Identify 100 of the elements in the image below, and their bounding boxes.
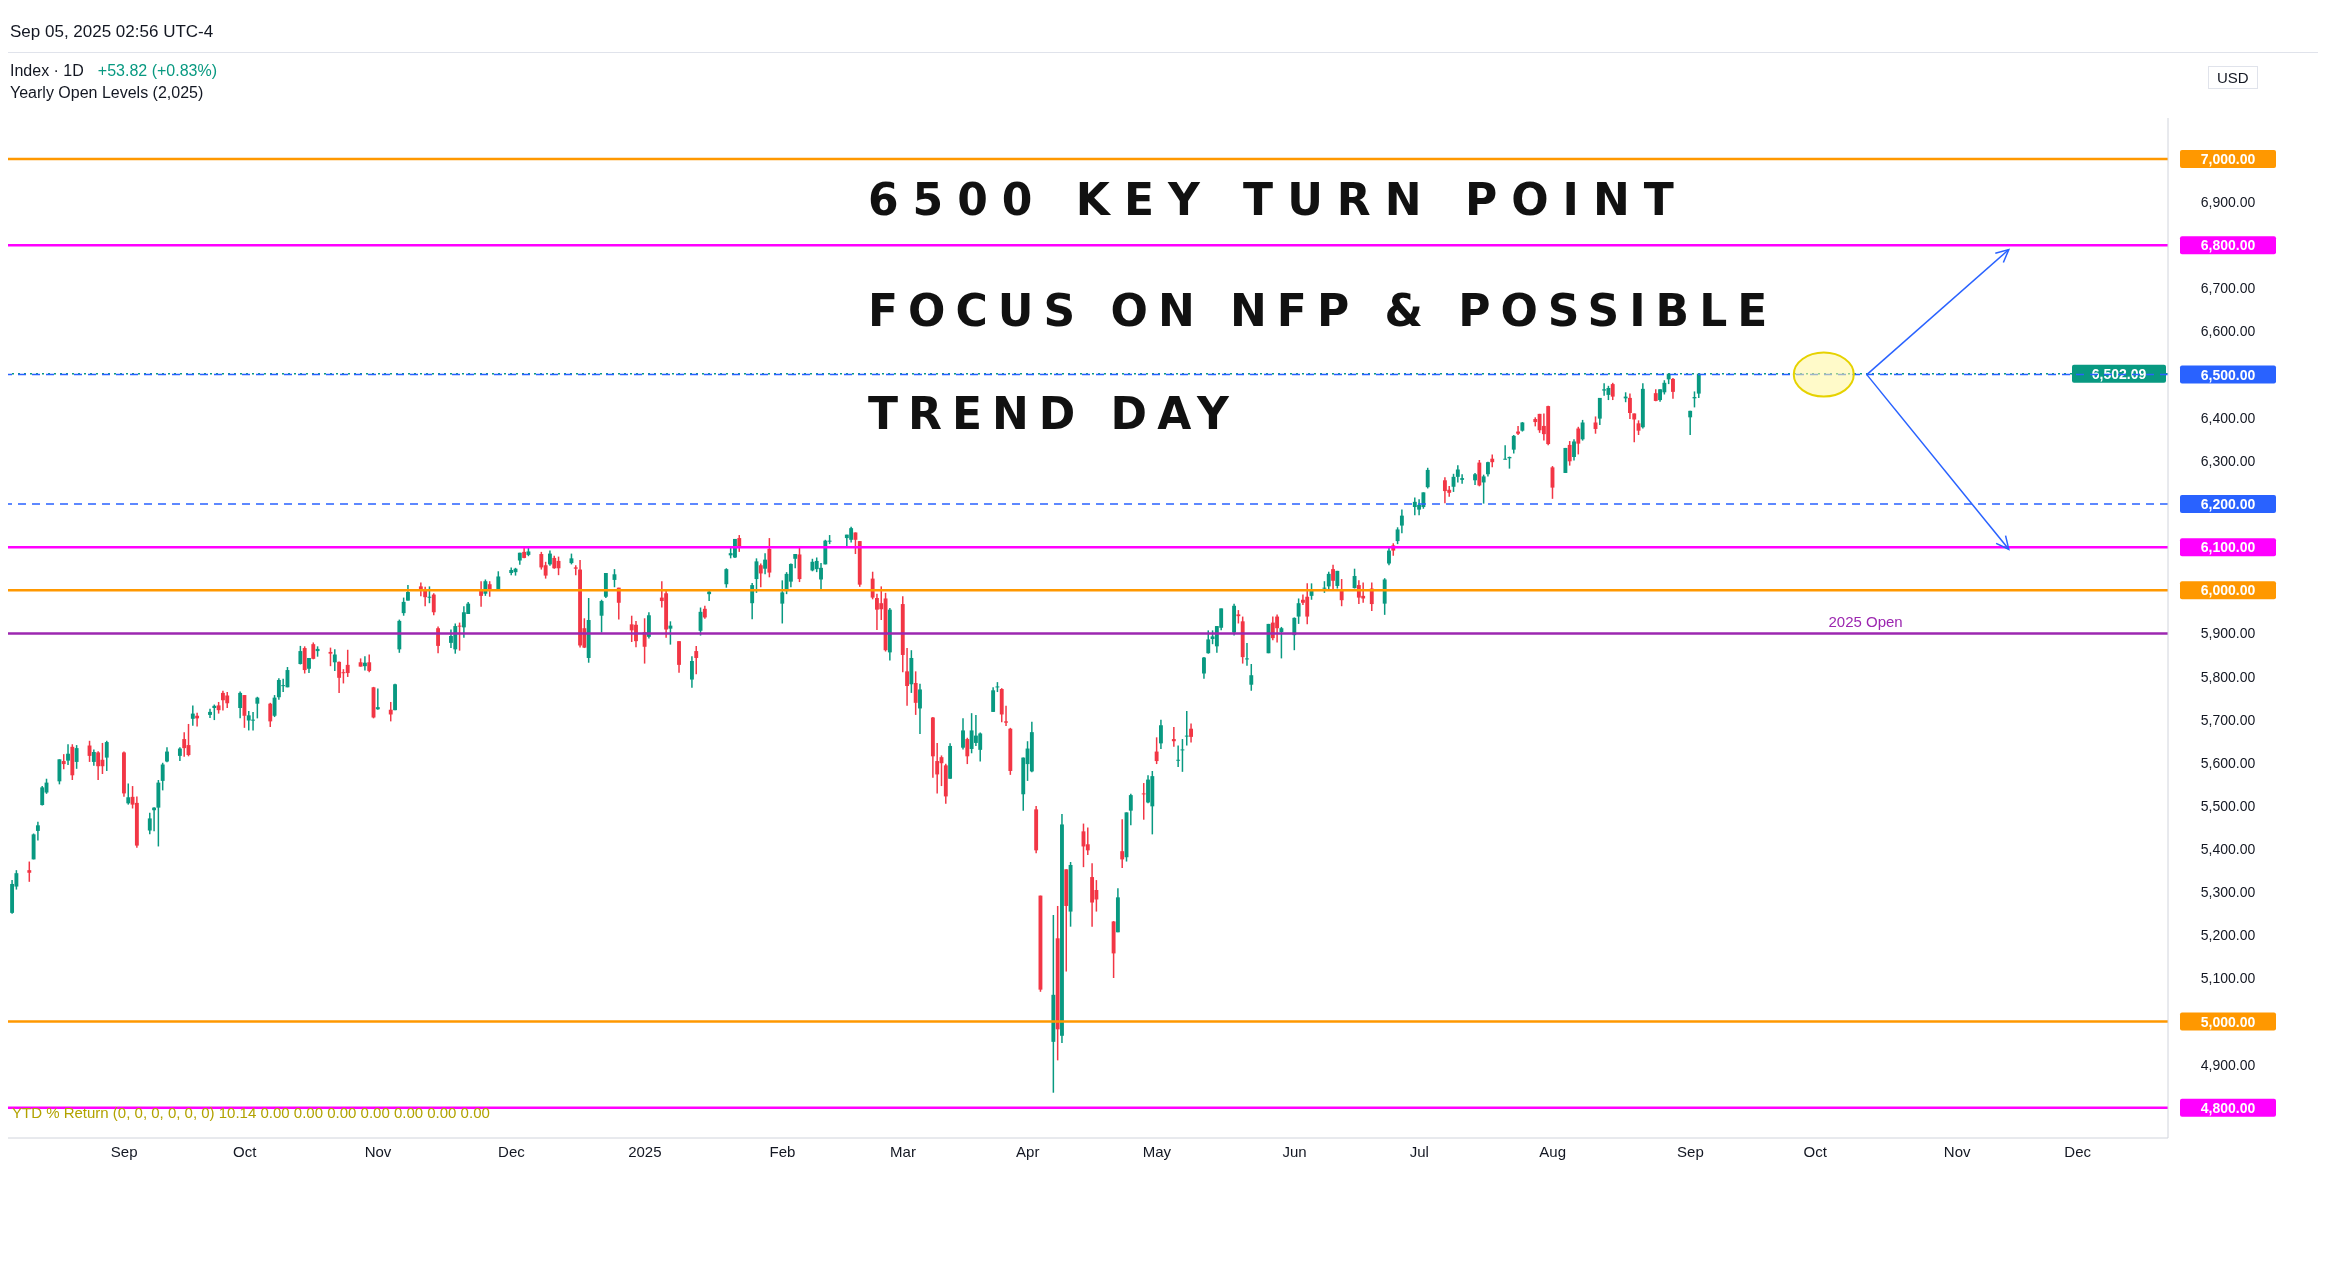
candlestick: [1202, 656, 1206, 680]
y-tick-label: 6,900.00: [2200, 194, 2256, 211]
candlestick: [1602, 382, 1607, 397]
candlestick: [1572, 438, 1576, 462]
candlestick: [918, 683, 922, 735]
candlestick: [1597, 397, 1602, 426]
x-tick-label: Oct: [1803, 1142, 1828, 1160]
candlestick: [1516, 425, 1520, 436]
candlestick: [1387, 545, 1391, 566]
x-tick-label: Sep: [1677, 1142, 1704, 1160]
candlestick: [1279, 626, 1284, 660]
candlestick: [74, 744, 79, 770]
candlestick: [724, 567, 729, 589]
y-tick-label: 5,600.00: [2200, 754, 2256, 771]
candlestick: [1442, 476, 1447, 504]
candlestick: [1184, 710, 1189, 747]
ref-line-label: 2025 Open: [1828, 613, 1903, 631]
y-tick-label: 5,200.00: [2200, 927, 2256, 944]
x-tick-label: Sep: [110, 1142, 138, 1160]
text: Index · 1D: [10, 62, 84, 79]
candlestick: [246, 710, 251, 732]
y-tick-label: 5,800.00: [2200, 668, 2256, 685]
candlestick: [251, 711, 255, 732]
candlestick: [629, 614, 634, 643]
candlestick: [1245, 642, 1249, 667]
candlestick: [1425, 467, 1430, 490]
candlestick: [1671, 377, 1675, 400]
candlestick: [449, 628, 453, 649]
annotation: YTD % Return (0, 0, 0, 0, 0, 0) 10.14 0.00 0.00 0.00 0.00 0.00 0.00 0.00: [12, 1104, 490, 1121]
y-tick-label: 5,500.00: [2200, 797, 2256, 814]
candlestick: [1576, 426, 1581, 456]
candlestick: [1481, 473, 1486, 505]
candlestick: [332, 648, 337, 672]
y-tick-label: 7,000.00: [2200, 150, 2256, 167]
candlestick: [1331, 564, 1335, 591]
y-tick-label: 5,700.00: [2200, 711, 2256, 728]
candlestick: [255, 696, 260, 720]
candlestick: [965, 737, 970, 765]
y-tick-label: 4,800.00: [2200, 1099, 2256, 1116]
candlestick: [767, 537, 772, 579]
y-tick-label: 4,900.00: [2200, 1056, 2256, 1073]
x-tick-label: Aug: [1539, 1142, 1567, 1160]
x-tick-label: Nov: [1943, 1142, 1971, 1160]
candlestick: [1511, 434, 1516, 455]
candlestick: [276, 677, 281, 701]
x-tick-label: 2025: [628, 1142, 662, 1160]
x-tick-label: Dec: [2064, 1142, 2092, 1160]
candlestick: [182, 731, 187, 758]
candlestick: [1128, 793, 1133, 827]
candlestick: [689, 655, 694, 689]
text: +53.82 (+0.83%): [97, 62, 218, 79]
candlestick: [160, 762, 165, 792]
candlestick: [1567, 440, 1572, 467]
candlestick: [375, 687, 380, 711]
candlestick: [27, 860, 32, 883]
candlestick: [1326, 570, 1331, 592]
candlestick: [126, 782, 131, 806]
y-tick-label: 6,800.00: [2200, 237, 2256, 254]
candlestick: [969, 712, 974, 755]
candlestick: [1141, 782, 1146, 821]
candlestick: [758, 562, 763, 588]
y-tick-label: 5,400.00: [2200, 841, 2256, 858]
y-tick-label: 6,700.00: [2200, 280, 2256, 297]
text: FOCUS ON NFP & POSSIBLE TREND DAY: [868, 284, 1778, 439]
text: Sep 05, 2025 02:56 UTC-4: [10, 22, 214, 41]
y-tick-label: 6,100.00: [2200, 539, 2256, 556]
candlestick: [853, 531, 858, 555]
candlestick: [1275, 613, 1280, 644]
ref-line-label: 6,502.09: [2091, 365, 2147, 382]
y-tick-label: 5,300.00: [2200, 884, 2256, 901]
y-tick-label: 6,300.00: [2200, 452, 2256, 469]
candlestick: [677, 640, 681, 674]
candlestick: [763, 552, 768, 576]
candlestick: [1477, 459, 1482, 488]
candlestick: [66, 743, 70, 766]
candlestick: [104, 740, 109, 772]
candlestick: [1490, 453, 1495, 469]
candlestick: [401, 596, 406, 617]
y-tick-label: 6,200.00: [2200, 496, 2256, 512]
x-tick-label: Feb: [769, 1142, 796, 1160]
y-tick-label: 6,000.00: [2200, 582, 2256, 599]
candlestick: [1688, 410, 1693, 436]
candlestick: [345, 649, 350, 678]
candlestick: [668, 620, 673, 646]
candlestick: [1206, 629, 1211, 655]
candlestick: [1154, 736, 1159, 765]
candlestick: [961, 717, 965, 751]
candlestick: [694, 645, 699, 676]
candlestick: [461, 605, 466, 639]
candlestick: [1628, 392, 1632, 420]
candlestick: [973, 714, 978, 747]
candlestick: [457, 621, 462, 652]
candlestick: [1503, 444, 1508, 461]
candlestick: [57, 758, 62, 786]
text: Yearly Open Levels (2,025): [10, 84, 204, 101]
text: 6500 KEY TURN POINT: [868, 172, 1688, 227]
x-tick-label: Mar: [890, 1142, 916, 1160]
y-tick-label: 6,500.00: [2200, 366, 2256, 383]
candlestick: [302, 645, 307, 675]
candlestick: [220, 690, 225, 712]
